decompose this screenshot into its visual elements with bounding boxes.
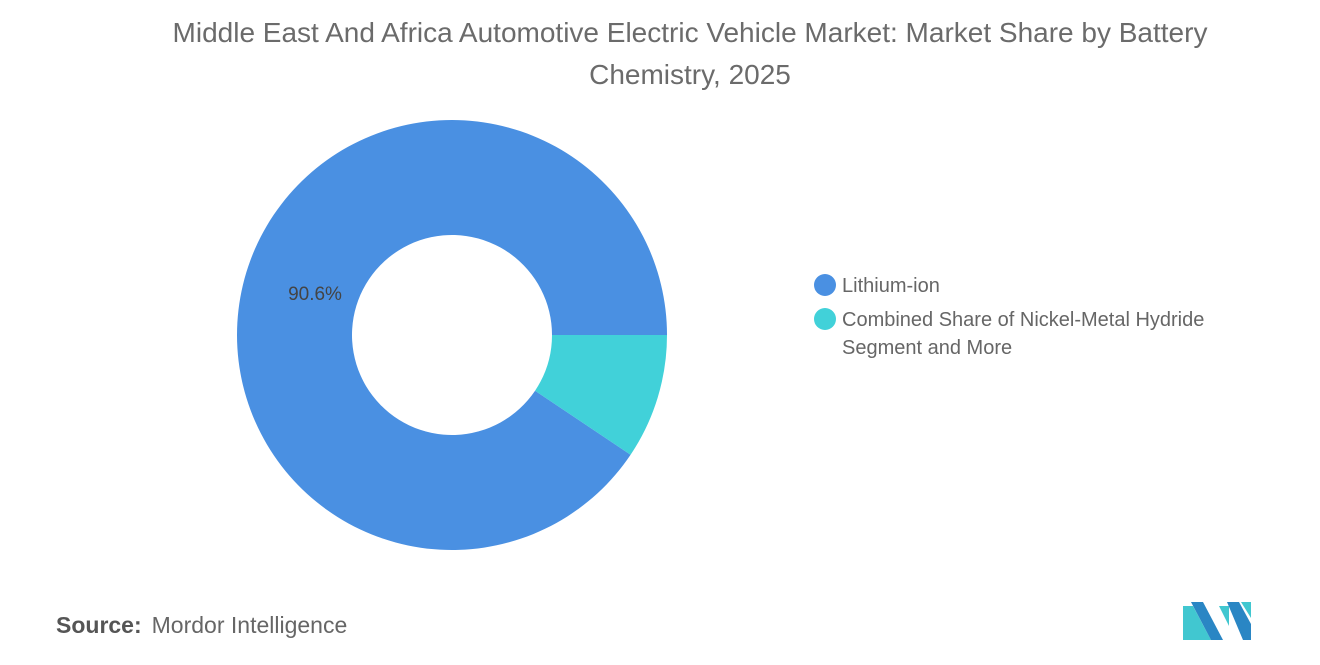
slice-lithium-ion[interactable] <box>236 119 667 551</box>
legend: Lithium-ion Combined Share of Nickel-Met… <box>814 272 1274 368</box>
source: Source: Mordor Intelligence <box>56 612 347 639</box>
data-label-lithium-ion: 90.6% <box>288 284 342 305</box>
legend-item-nickel-metal-hydride[interactable]: Combined Share of Nickel-Metal Hydride S… <box>814 306 1274 362</box>
legend-label: Combined Share of Nickel-Metal Hydride S… <box>842 309 1205 359</box>
mordor-intelligence-logo <box>1183 602 1251 640</box>
legend-label: Lithium-ion <box>842 275 940 297</box>
slice-nickel-metal-hydride[interactable] <box>535 335 667 455</box>
chart-title: Middle East And Africa Automotive Electr… <box>172 17 1208 90</box>
legend-swatch-lithium-ion <box>814 274 836 296</box>
source-value: Mordor Intelligence <box>151 612 348 638</box>
legend-item-lithium-ion[interactable]: Lithium-ion <box>814 272 1274 300</box>
source-label: Source: <box>56 612 142 638</box>
legend-swatch-nickel-metal-hydride <box>814 308 836 330</box>
